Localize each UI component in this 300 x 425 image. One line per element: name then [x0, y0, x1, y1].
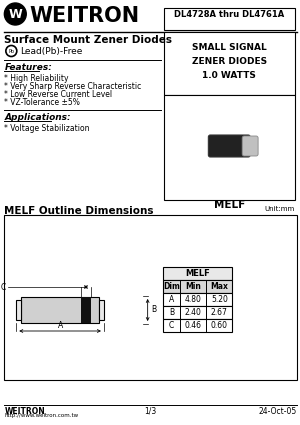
- Text: C: C: [1, 283, 6, 292]
- Text: C: C: [169, 321, 174, 330]
- Text: 2.67: 2.67: [211, 308, 228, 317]
- Text: * High Reliability: * High Reliability: [4, 74, 69, 83]
- FancyBboxPatch shape: [208, 135, 250, 157]
- Text: MELF: MELF: [214, 200, 245, 210]
- Text: 24-Oct-05: 24-Oct-05: [259, 407, 297, 416]
- Text: 4.80: 4.80: [185, 295, 202, 304]
- Bar: [4, 215, 297, 380]
- Text: Lead(Pb)-Free: Lead(Pb)-Free: [20, 47, 83, 56]
- Text: * Voltage Stabilization: * Voltage Stabilization: [4, 124, 90, 133]
- Text: KAZUS: KAZUS: [106, 230, 222, 259]
- Text: ZENER DIODES: ZENER DIODES: [192, 57, 267, 66]
- Bar: [99, 300, 104, 320]
- Bar: [163, 319, 232, 332]
- Text: MELF Outline Dimensions: MELF Outline Dimensions: [4, 206, 154, 216]
- Bar: [163, 267, 232, 280]
- Text: WEITRON: WEITRON: [29, 6, 140, 26]
- Text: 1.0 WATTS: 1.0 WATTS: [202, 71, 256, 80]
- Bar: [163, 306, 232, 319]
- Bar: [164, 95, 295, 200]
- Text: http://www.weitron.com.tw: http://www.weitron.com.tw: [4, 413, 79, 418]
- Text: * Low Reverse Current Level: * Low Reverse Current Level: [4, 90, 112, 99]
- Text: B: B: [152, 306, 157, 314]
- Text: Features:: Features:: [4, 63, 52, 72]
- Text: Dim: Dim: [163, 282, 180, 291]
- Bar: [164, 8, 295, 30]
- Text: B: B: [169, 308, 174, 317]
- Text: 1/3: 1/3: [145, 407, 157, 416]
- Text: * Very Sharp Reverse Characteristic: * Very Sharp Reverse Characteristic: [4, 82, 142, 91]
- Text: Surface Mount Zener Diodes: Surface Mount Zener Diodes: [4, 35, 172, 45]
- Text: DL4728A thru DL4761A: DL4728A thru DL4761A: [174, 10, 284, 19]
- Text: * VZ-Tolerance ±5%: * VZ-Tolerance ±5%: [4, 98, 80, 107]
- Bar: [164, 32, 295, 95]
- Text: .ru: .ru: [243, 232, 262, 246]
- Text: WEITRON: WEITRON: [4, 407, 45, 416]
- Bar: [81, 297, 91, 323]
- Bar: [163, 293, 232, 306]
- Bar: [163, 280, 232, 293]
- Text: 5.20: 5.20: [211, 295, 228, 304]
- Text: электронный   портал: электронный портал: [114, 255, 188, 260]
- Text: Max: Max: [210, 282, 228, 291]
- Text: 2.40: 2.40: [185, 308, 202, 317]
- Text: Pb: Pb: [8, 48, 14, 54]
- Circle shape: [115, 296, 143, 324]
- Text: A: A: [169, 295, 174, 304]
- Text: A: A: [58, 321, 63, 330]
- Circle shape: [4, 3, 26, 25]
- Bar: [21, 297, 99, 323]
- FancyBboxPatch shape: [242, 136, 258, 156]
- Text: SMALL SIGNAL: SMALL SIGNAL: [192, 43, 267, 52]
- Text: Applications:: Applications:: [4, 113, 71, 122]
- Text: 0.60: 0.60: [211, 321, 228, 330]
- Text: MELF: MELF: [185, 269, 210, 278]
- Text: Unit:mm: Unit:mm: [265, 206, 295, 212]
- Text: 0.46: 0.46: [185, 321, 202, 330]
- Text: Min: Min: [185, 282, 201, 291]
- Text: W: W: [8, 8, 22, 20]
- Bar: [16, 300, 21, 320]
